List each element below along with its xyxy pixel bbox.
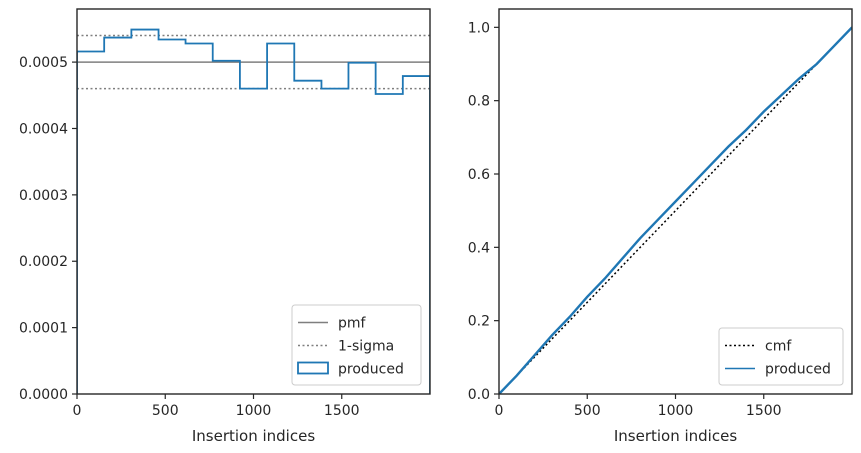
produced-histogram xyxy=(77,28,430,394)
legend-box xyxy=(718,327,844,386)
x-tick-label: 1000 xyxy=(236,403,272,419)
x-tick-label: 0 xyxy=(495,403,504,419)
legend: cmf produced xyxy=(718,327,844,386)
legend-label-pmf: pmf xyxy=(338,316,367,332)
x-axis-label: Insertion indices xyxy=(192,427,315,445)
y-tick-label: 0.0003 xyxy=(19,188,68,204)
produced-line xyxy=(499,26,852,394)
y-tick-label: 0.0002 xyxy=(19,254,68,270)
legend-label-cmf: cmf xyxy=(765,339,792,355)
y-tick-label: 1.0 xyxy=(468,20,490,36)
x-tick-label: 1000 xyxy=(658,403,694,419)
y-tick-label: 0.4 xyxy=(468,240,490,256)
y-tick-label: 0.0000 xyxy=(19,387,68,403)
chart-panel-2: 0 500 1000 1500 0.0 0.2 0.4 0.6 0.8 1.0 Insertion … xyxy=(468,8,853,445)
x-tick-label: 0 xyxy=(73,403,82,419)
x-tick-label: 1500 xyxy=(746,403,782,419)
legend-label-produced: produced xyxy=(338,362,404,378)
plot-area xyxy=(77,28,430,394)
y-tick-label: 0.0005 xyxy=(19,55,68,71)
legend-label-1-sigma: 1-sigma xyxy=(338,339,394,355)
y-tick-label: 0.0001 xyxy=(19,321,68,337)
y-tick-label: 0.6 xyxy=(468,167,490,183)
x-tick-label: 500 xyxy=(574,403,601,419)
plot-area xyxy=(499,26,852,394)
legend-label-produced: produced xyxy=(765,362,831,378)
chart-panel-1: 0 500 1000 1500 0.0000 0.0001 0.0002 0.0003 0.00… xyxy=(19,8,431,445)
legend: pmf 1-sigma produced xyxy=(291,304,422,386)
x-axis-label: Insertion indices xyxy=(614,427,737,445)
y-tick-label: 0.2 xyxy=(468,314,490,330)
legend-swatch-produced xyxy=(297,361,329,375)
y-tick-label: 0.0 xyxy=(468,387,490,403)
x-tick-label: 1500 xyxy=(324,403,360,419)
y-tick-label: 0.8 xyxy=(468,94,490,110)
cmf-line xyxy=(499,26,852,394)
legend-box xyxy=(291,304,422,386)
y-tick-label: 0.0004 xyxy=(19,121,68,137)
x-tick-label: 500 xyxy=(152,403,179,419)
